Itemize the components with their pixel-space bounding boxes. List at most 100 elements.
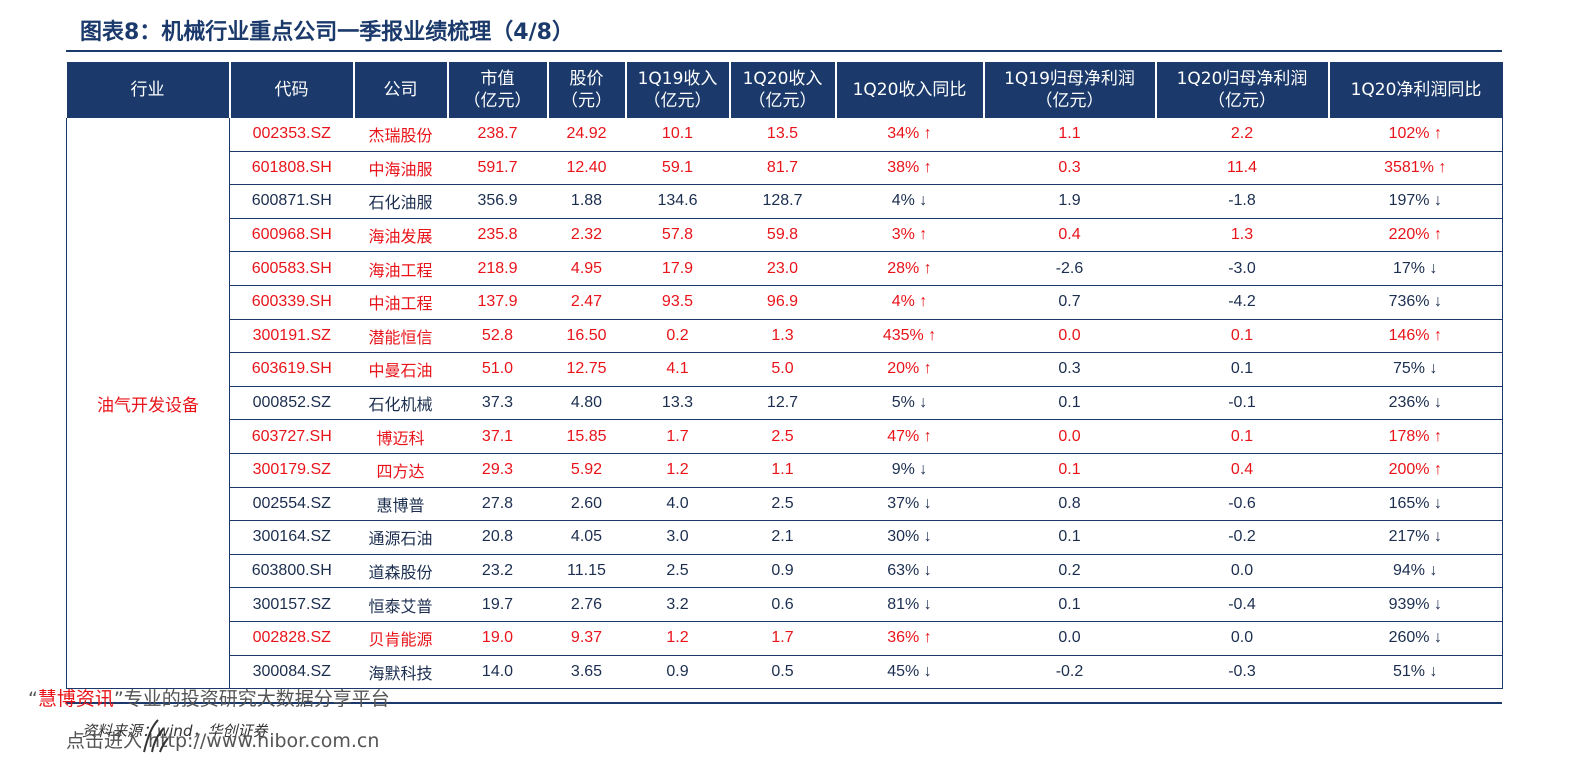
net-profit-1q20-cell: 0.0: [1155, 554, 1329, 589]
arrow-down-icon: ↓: [1433, 595, 1442, 613]
net-profit-1q19-cell: -2.6: [983, 251, 1156, 286]
yoy-value: 63%: [887, 562, 920, 580]
revenue-1q19-cell: 4.1: [625, 352, 730, 387]
column-header: 1Q20收入 （亿元）: [728, 62, 836, 118]
net-profit-1q20-cell: -1.8: [1155, 184, 1329, 219]
watermark-quote-open: “: [28, 688, 38, 710]
yoy-value: 197%: [1388, 192, 1430, 210]
column-header-label: 股价: [569, 69, 604, 89]
market-cap-cell: 218.9: [447, 251, 548, 286]
column-header: 行业: [66, 62, 230, 118]
header-row: 行业 代码 公司 市值 （亿元） 股价 （元） 1Q19收入 （亿元） 1Q20收入 （亿元） 1Q2…: [66, 62, 1503, 118]
arrow-down-icon: ↓: [923, 528, 932, 546]
yoy-value: 260%: [1388, 629, 1430, 647]
column-header: 1Q20净利润同比: [1327, 62, 1503, 118]
net-profit-1q20-cell: 0.1: [1155, 352, 1329, 387]
yoy-value: 17%: [1393, 259, 1426, 277]
price-cell: 9.37: [547, 621, 626, 656]
arrow-down-icon: ↓: [919, 394, 928, 412]
company-cell: 中油工程: [353, 285, 448, 320]
net-profit-1q20-cell: -0.3: [1155, 655, 1329, 690]
revenue-yoy-cell: 47% ↑: [835, 419, 984, 454]
code-cell: 002554.SZ: [229, 487, 354, 522]
market-cap-cell: 591.7: [447, 151, 548, 186]
table-row: 油气开发设备 002353.SZ 杰瑞股份 238.7 24.92 10.1 13.5 34%…: [66, 118, 1503, 690]
watermark-link[interactable]: 点击进入 http://www.hibor.com.cn: [66, 730, 380, 752]
arrow-up-icon: ↑: [923, 629, 932, 647]
yoy-value: 220%: [1388, 226, 1430, 244]
price-cell: 12.40: [547, 151, 626, 186]
revenue-1q20-cell: 1.3: [729, 319, 836, 354]
net-profit-1q19-cell: 0.3: [983, 352, 1156, 387]
column-header-label: 1Q20收入同比: [852, 80, 967, 100]
net-profit-1q19-cell: 0.3: [983, 151, 1156, 186]
revenue-1q20-cell: 5.0: [729, 352, 836, 387]
net-profit-1q19-cell: 0.4: [983, 218, 1156, 253]
arrow-down-icon: ↓: [923, 662, 932, 680]
net-profit-yoy-cell: 197% ↓: [1328, 184, 1503, 219]
net-profit-1q19-cell: 0.0: [983, 319, 1156, 354]
yoy-value: 75%: [1393, 360, 1426, 378]
net-profit-1q19-cell: 1.1: [983, 118, 1156, 152]
revenue-1q19-cell: 2.5: [625, 554, 730, 589]
arrow-down-icon: ↓: [1433, 192, 1442, 210]
revenue-yoy-cell: 63% ↓: [835, 554, 984, 589]
net-profit-yoy-cell: 200% ↑: [1328, 453, 1503, 488]
net-profit-yoy-cell: 75% ↓: [1328, 352, 1503, 387]
revenue-yoy-cell: 20% ↑: [835, 352, 984, 387]
net-profit-yoy-cell: 17% ↓: [1328, 251, 1503, 286]
column-header-unit: （亿元）: [463, 91, 532, 111]
market-cap-cell: 51.0: [447, 352, 548, 387]
table-row: 603727.SH 博迈科 37.1 15.85 1.7 2.5 47% ↑ 0.0 0.1 17…: [67, 419, 1503, 454]
net-profit-yoy-cell: 736% ↓: [1328, 285, 1503, 320]
code-cell: 601808.SH: [229, 151, 354, 186]
revenue-1q19-cell: 57.8: [625, 218, 730, 253]
code-cell: 600339.SH: [229, 285, 354, 320]
column-header: 1Q20收入同比: [834, 62, 984, 118]
arrow-down-icon: ↓: [1433, 494, 1442, 512]
market-cap-cell: 37.1: [447, 419, 548, 454]
market-cap-cell: 238.7: [447, 118, 548, 152]
arrow-down-icon: ↓: [923, 562, 932, 580]
column-header-unit: （亿元）: [643, 91, 712, 111]
table-row: 000852.SZ 石化机械 37.3 4.80 13.3 12.7 5% ↓ 0.1 -0.1…: [67, 386, 1503, 421]
code-cell: 300191.SZ: [229, 319, 354, 354]
revenue-yoy-cell: 5% ↓: [835, 386, 984, 421]
yoy-value: 146%: [1388, 326, 1430, 344]
revenue-1q19-cell: 3.0: [625, 520, 730, 555]
price-cell: 4.05: [547, 520, 626, 555]
arrow-up-icon: ↑: [919, 293, 928, 311]
market-cap-cell: 14.0: [447, 655, 548, 690]
net-profit-yoy-cell: 260% ↓: [1328, 621, 1503, 656]
yoy-value: 9%: [891, 461, 915, 479]
net-profit-1q20-cell: 11.4: [1155, 151, 1329, 186]
watermark-brand: 慧博资讯: [37, 688, 114, 710]
arrow-down-icon: ↓: [1429, 662, 1438, 680]
revenue-yoy-cell: 38% ↑: [835, 151, 984, 186]
page-title: 图表8：机械行业重点公司一季报业绩梳理（4/8）: [80, 20, 574, 45]
company-cell: 惠博普: [353, 487, 448, 522]
yoy-value: 4%: [891, 293, 915, 311]
arrow-up-icon: ↑: [1438, 158, 1447, 176]
revenue-yoy-cell: 4% ↓: [835, 184, 984, 219]
net-profit-yoy-cell: 102% ↑: [1328, 118, 1503, 152]
net-profit-1q19-cell: 0.1: [983, 453, 1156, 488]
market-cap-cell: 37.3: [447, 386, 548, 421]
yoy-value: 3581%: [1384, 158, 1434, 176]
revenue-1q20-cell: 23.0: [729, 251, 836, 286]
company-cell: 海油工程: [353, 251, 448, 286]
net-profit-1q20-cell: -0.4: [1155, 587, 1329, 622]
column-header: 1Q19归母净利润 （亿元）: [982, 62, 1156, 118]
arrow-down-icon: ↓: [919, 192, 928, 210]
code-cell: 000852.SZ: [229, 386, 354, 421]
yoy-value: 38%: [887, 158, 920, 176]
column-header: 市值 （亿元）: [446, 62, 548, 118]
column-header-label: 1Q20归母净利润: [1176, 69, 1308, 89]
net-profit-1q20-cell: -0.2: [1155, 520, 1329, 555]
net-profit-yoy-cell: 165% ↓: [1328, 487, 1503, 522]
arrow-up-icon: ↑: [923, 259, 932, 277]
net-profit-1q19-cell: 0.1: [983, 386, 1156, 421]
table-row: 300157.SZ 恒泰艾普 19.7 2.76 3.2 0.6 81% ↓ 0.1 -0.4 9…: [67, 587, 1503, 622]
net-profit-1q20-cell: -4.2: [1155, 285, 1329, 320]
revenue-1q20-cell: 1.7: [729, 621, 836, 656]
